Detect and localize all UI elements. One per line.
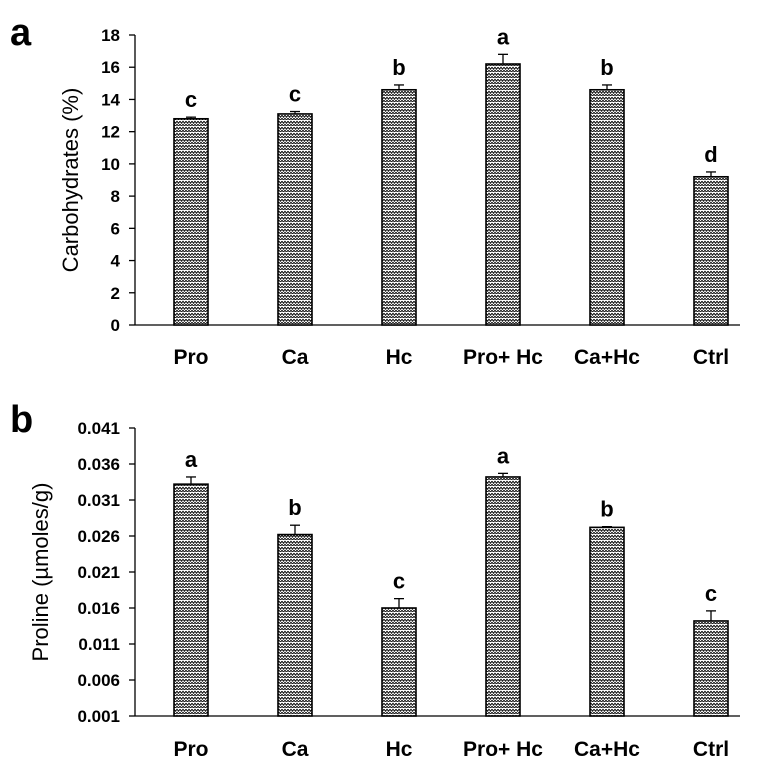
x-category-label: Hc <box>386 346 413 369</box>
bar-pro <box>173 117 209 326</box>
y-tick-label: 0.001 <box>77 707 120 726</box>
bar-hc <box>381 88 417 326</box>
x-category-label: Hc <box>386 738 413 761</box>
bar-pro-hc <box>485 476 521 717</box>
significance-letter: c <box>185 87 197 112</box>
y-tick-label: 8 <box>111 187 120 206</box>
y-tick-label: 0.041 <box>77 419 120 438</box>
panel-letter: a <box>10 12 32 54</box>
bar-ca <box>277 533 313 717</box>
x-category-label: Pro <box>173 738 208 761</box>
significance-letter: c <box>289 82 301 107</box>
bar-pro-hc <box>485 63 521 326</box>
x-category-label: Ctrl <box>693 738 729 761</box>
y-tick-label: 2 <box>111 284 120 303</box>
significance-letter: b <box>600 497 613 522</box>
y-axis-title: Proline (µmoles/g) <box>28 483 53 662</box>
y-tick-label: 0.006 <box>77 671 120 690</box>
significance-letter: b <box>392 55 405 80</box>
y-tick-label: 14 <box>101 90 120 109</box>
y-tick-label: 6 <box>111 219 120 238</box>
y-tick-label: 0.026 <box>77 527 120 546</box>
x-category-label: Ctrl <box>693 346 729 369</box>
y-tick-label: 0 <box>111 316 120 335</box>
y-tick-label: 16 <box>101 58 120 77</box>
y-axis-title: Carbohydrates (%) <box>58 88 83 273</box>
x-category-label: Pro+ Hc <box>463 346 543 369</box>
x-category-label: Ca <box>282 346 309 369</box>
bar-ca <box>277 113 313 326</box>
x-category-label: Ca <box>282 738 309 761</box>
bar-ctrl <box>693 175 729 326</box>
bar-ca-hc <box>589 526 625 717</box>
y-tick-label: 18 <box>101 26 120 45</box>
significance-letter: d <box>704 142 717 167</box>
bar-ca-hc <box>589 88 625 326</box>
x-category-label: Ca+Hc <box>574 738 640 761</box>
y-tick-label: 0.011 <box>78 635 120 654</box>
significance-letter: c <box>705 581 717 606</box>
significance-letter: a <box>185 447 198 472</box>
y-tick-label: 10 <box>101 155 120 174</box>
significance-letter: c <box>393 569 405 594</box>
y-tick-label: 4 <box>111 252 121 271</box>
chart-panel-b: b 0.001 0.006 0.011 0.016 0.021 0.026 0.031 0.03… <box>10 399 740 761</box>
significance-letter: b <box>288 495 301 520</box>
x-category-label: Pro+ Hc <box>463 738 543 761</box>
bar-ctrl <box>693 620 729 717</box>
significance-letter: b <box>600 55 613 80</box>
bar-hc <box>381 607 417 717</box>
y-tick-label: 0.031 <box>77 491 120 510</box>
chart-panel-a: a 0 2 4 6 8 10 12 14 16 18 Carbohydrates (%) c Pro c Ca… <box>10 12 740 369</box>
y-tick-label: 12 <box>101 123 120 142</box>
y-tick-label: 0.021 <box>77 563 120 582</box>
x-category-label: Ca+Hc <box>574 346 640 369</box>
significance-letter: a <box>497 443 510 468</box>
x-category-label: Pro <box>173 346 208 369</box>
bar-pro <box>173 483 209 717</box>
y-tick-label: 0.036 <box>77 455 120 474</box>
significance-letter: a <box>497 24 510 49</box>
y-tick-label: 0.016 <box>77 599 120 618</box>
panel-letter: b <box>10 399 33 441</box>
